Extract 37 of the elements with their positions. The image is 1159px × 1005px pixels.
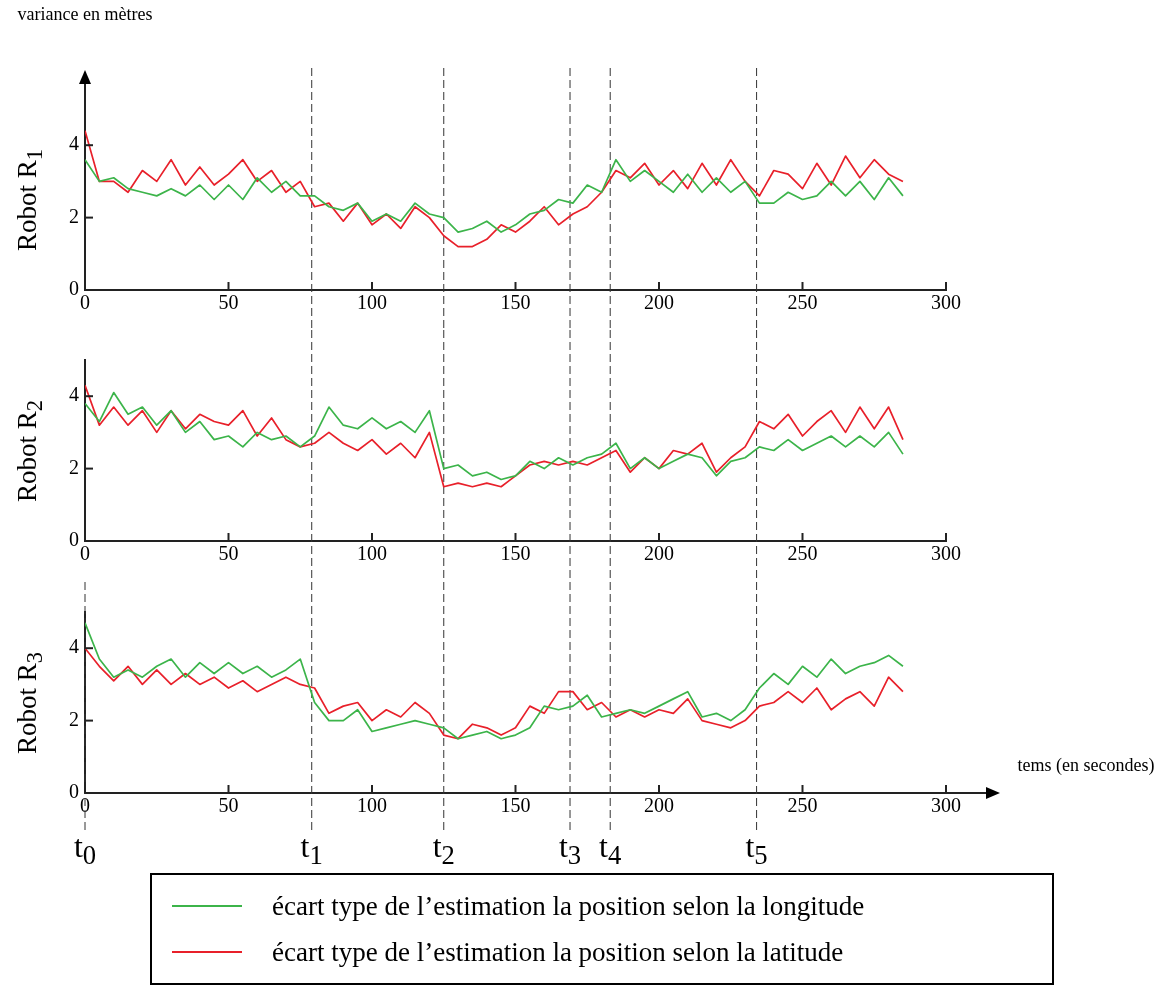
y-tick-label: 2 bbox=[69, 707, 79, 730]
ref-line-label: t$_{0}$ bbox=[73, 828, 97, 873]
x-tick-label: 50 bbox=[218, 542, 239, 565]
y-tick-label: 0 bbox=[69, 277, 79, 300]
x-tick-label: 250 bbox=[787, 542, 818, 565]
y-tick-label: 4 bbox=[69, 635, 79, 658]
x-tick-label: 100 bbox=[357, 542, 387, 565]
ref-line-label: t$_{1}$ bbox=[300, 828, 323, 873]
ref-line-label: t$_{3}$ bbox=[558, 828, 582, 873]
x-tick-label: 150 bbox=[500, 542, 531, 565]
ref-line-label: t$_{5}$ bbox=[745, 828, 768, 873]
x-tick-label: 50 bbox=[218, 291, 239, 314]
x-tick-label: 200 bbox=[644, 542, 674, 565]
ref-line-label: t$_{2}$ bbox=[432, 828, 455, 873]
y-tick-label: 0 bbox=[69, 528, 79, 551]
x-tick-label: 50 bbox=[218, 794, 239, 817]
x-tick-label: 100 bbox=[357, 794, 387, 817]
legend-label: écart type de l’estimation la position selon la longitude bbox=[272, 890, 865, 922]
legend-label: écart type de l’estimation la position selon la latitude bbox=[272, 936, 844, 968]
x-tick-label: 250 bbox=[787, 291, 818, 314]
x-axis-title: tems (en secondes) bbox=[1016, 754, 1156, 777]
x-tick-label: 150 bbox=[500, 794, 531, 817]
y-tick-label: 0 bbox=[69, 780, 79, 803]
x-tick-label: 200 bbox=[644, 794, 674, 817]
ref-line-label: t$_{4}$ bbox=[599, 828, 622, 873]
x-tick-label: 300 bbox=[931, 291, 961, 314]
x-tick-label: 300 bbox=[931, 542, 961, 565]
y-axis-title: variance en mètres bbox=[16, 3, 154, 26]
y-tick-label: 4 bbox=[69, 383, 79, 406]
y-tick-label: 2 bbox=[69, 204, 79, 227]
x-tick-label: 200 bbox=[644, 291, 674, 314]
x-tick-label: 250 bbox=[787, 794, 818, 817]
y-tick-label: 2 bbox=[69, 455, 79, 478]
x-tick-label: 150 bbox=[500, 291, 531, 314]
y-tick-label: 4 bbox=[69, 132, 79, 155]
x-tick-label: 300 bbox=[931, 794, 961, 817]
x-tick-label: 100 bbox=[357, 291, 387, 314]
